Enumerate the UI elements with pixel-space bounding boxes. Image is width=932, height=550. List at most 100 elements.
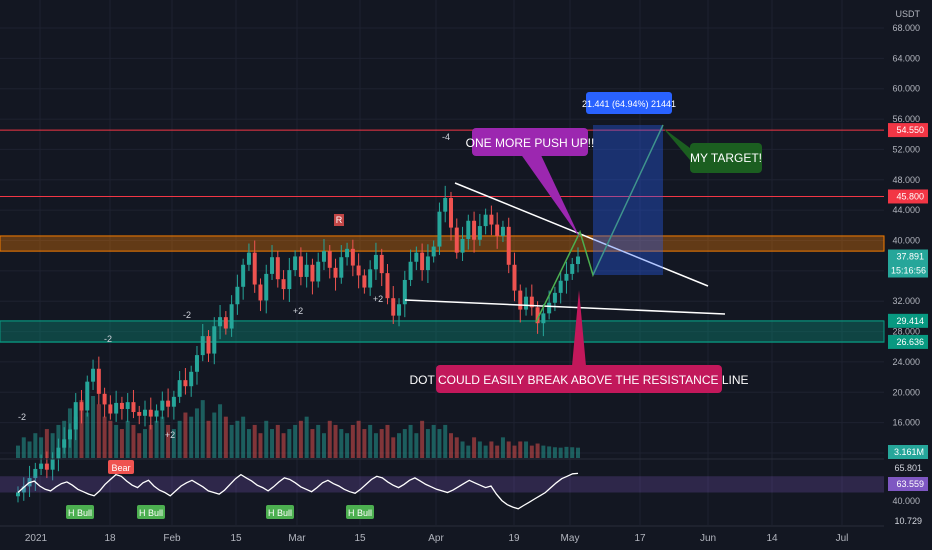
volume-bar: [350, 424, 355, 458]
volume-bar: [154, 420, 159, 458]
candle-body: [362, 275, 367, 288]
volume-bar: [304, 416, 309, 458]
level-label: 45.800: [896, 191, 924, 201]
time-tick: 2021: [25, 533, 48, 544]
volume-bar: [397, 433, 402, 458]
candle-body: [223, 317, 228, 329]
bull-marker: H Bull: [268, 508, 292, 518]
candle-body: [460, 238, 465, 253]
count-marker: -2: [183, 310, 191, 320]
volume-bar: [564, 446, 569, 458]
price-axis[interactable]: USDT 68.000 64.000 60.000 56.000 52.000 48.000…: [886, 0, 932, 550]
time-axis[interactable]: 2021 18 Feb 15 Mar 15 Apr 19 May 17 Jun 14 Jul: [0, 525, 884, 544]
volume-bar: [143, 429, 148, 458]
candle-body: [235, 286, 240, 305]
support-trendline: [404, 299, 726, 315]
target-callout-pointer: [663, 128, 690, 160]
volume-bar: [252, 424, 257, 458]
rsi-line: [17, 472, 579, 510]
level-label-bg: [888, 334, 928, 349]
candle-body: [33, 468, 38, 479]
candle-body: [194, 355, 199, 372]
level-label-bg: [888, 313, 928, 328]
volume-bar: [489, 441, 494, 458]
candle-body: [258, 284, 263, 301]
candle-body: [368, 269, 373, 288]
volume-bar: [298, 420, 303, 458]
candle-body: [281, 279, 286, 290]
candle-body: [379, 254, 384, 274]
candle-body: [114, 402, 119, 414]
level-label-bg: [888, 123, 928, 138]
volume-bar: [108, 420, 113, 458]
level-label-bg: [888, 189, 928, 204]
candle-body: [91, 368, 96, 382]
trendline-drawings[interactable]: -2 -2 -2 -4 +2 +2 +2 R Bear H Bull H Bull H Bull H B…: [18, 124, 726, 519]
candle-body: [327, 251, 332, 268]
volume-bar: [454, 437, 459, 458]
candle-body: [437, 211, 442, 247]
bull-marker-bg: [137, 505, 165, 519]
candle-body: [472, 220, 477, 240]
candle-body: [524, 296, 529, 310]
rsi-pane: [0, 458, 884, 510]
volume-bar: [379, 429, 384, 458]
candle-body: [448, 198, 453, 228]
price-tick: 60.000: [892, 84, 920, 94]
target-callout: MY TARGET!: [690, 151, 762, 165]
candle-body: [576, 256, 580, 265]
candle-body: [547, 302, 552, 314]
candle-body: [85, 381, 90, 411]
volume-bar: [310, 429, 315, 458]
volume-bar: [119, 429, 124, 458]
candle-body: [402, 279, 407, 305]
candle-body: [316, 261, 321, 282]
bear-marker-bg: [108, 460, 134, 474]
volume-bar: [408, 424, 413, 458]
time-tick: 19: [508, 533, 520, 544]
projection-box: [593, 125, 663, 275]
target-path: [535, 124, 664, 323]
candle-body: [535, 307, 540, 324]
candle-body: [200, 336, 205, 356]
volume-bar: [102, 416, 107, 458]
volume-bar: [321, 433, 326, 458]
candle-body: [454, 227, 459, 253]
candle-body: [356, 265, 361, 276]
candle-body: [414, 252, 419, 262]
key-levels: [0, 129, 884, 343]
volume-bar: [414, 433, 419, 458]
volume-bar: [495, 445, 500, 458]
candle-body: [321, 251, 326, 262]
volume-bar: [33, 433, 38, 458]
rsi-high: 65.801: [894, 463, 922, 473]
projection-label: 21.441 (64.94%) 21441: [582, 99, 676, 109]
bull-marker-bg: [66, 505, 94, 519]
candle-body: [79, 402, 84, 411]
candle-body: [218, 317, 223, 327]
volume-bar: [212, 412, 217, 458]
candle-body: [552, 292, 557, 303]
candle-body: [489, 214, 494, 225]
candle-body: [408, 261, 413, 280]
volume-bar: [114, 424, 119, 458]
level-label: 54.550: [896, 125, 924, 135]
bull-marker: H Bull: [68, 508, 92, 518]
time-tick: 14: [766, 533, 778, 544]
volume-bar: [264, 420, 269, 458]
candles[interactable]: [16, 185, 580, 503]
volume-bar: [385, 424, 390, 458]
level-label: 26.636: [896, 337, 924, 347]
rsi-current: 63.559: [896, 479, 924, 489]
price-tick: 28.000: [892, 327, 920, 337]
candle-body: [287, 270, 292, 290]
current-price-bg: [888, 249, 928, 278]
candle-body: [171, 396, 176, 407]
candle-body: [148, 409, 153, 417]
volume-bar: [270, 429, 275, 458]
volume-bar: [96, 404, 101, 458]
candle-body: [125, 402, 130, 409]
price-tick: 40.000: [892, 236, 920, 246]
candle-body: [333, 267, 338, 278]
volume-bar: [183, 412, 188, 458]
